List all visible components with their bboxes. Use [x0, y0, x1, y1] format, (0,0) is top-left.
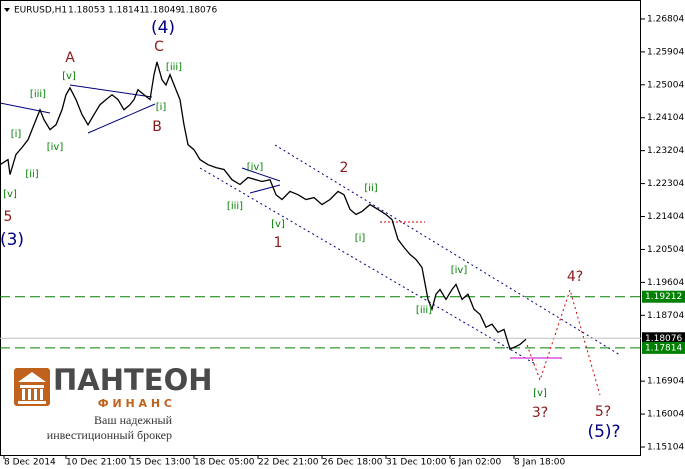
wave-label: [v]	[271, 219, 285, 230]
header-symbol: EURUSD,H1	[14, 6, 67, 16]
x-tick-label: 15 Dec 13:00	[130, 458, 191, 468]
x-tick-label: 18 Dec 05:00	[194, 458, 255, 468]
wave-label: B	[152, 119, 162, 135]
y-tick-label: 1.26804	[647, 14, 684, 24]
wave-label: 5?	[595, 404, 611, 420]
wave-label: [i]	[156, 102, 167, 113]
wave-label: 1	[274, 235, 283, 251]
header-value: 1.18076	[180, 6, 217, 16]
wave-label: [i]	[355, 233, 366, 244]
wave-label: [iii]	[166, 62, 182, 73]
wave-label: 4?	[567, 269, 583, 285]
channel-line	[274, 144, 621, 356]
triangle-line	[241, 167, 281, 182]
y-tick-label: 1.15104	[647, 443, 684, 453]
y-tick-label: 1.22304	[647, 179, 684, 189]
x-tick-label: 6 Jan 02:00	[450, 458, 502, 468]
logo-name: ПАНТЕОН	[53, 363, 213, 397]
last-price-box	[642, 332, 685, 345]
level-label: 1.17814	[645, 343, 682, 353]
x-tick-label: 31 Dec 10:00	[386, 458, 447, 468]
wave-label: 3?	[532, 405, 548, 421]
layout-lines	[0, 84, 621, 396]
plot-frame	[0, 0, 641, 456]
header-value: 1.18141	[108, 6, 145, 16]
channel-line	[199, 167, 538, 366]
y-tick-label: 1.23204	[647, 146, 684, 156]
y-tick-label: 1.19604	[647, 278, 684, 288]
y-tick-label: 1.18704	[647, 311, 684, 321]
wave-label: 2	[340, 160, 349, 176]
wave-label: (4)	[151, 18, 175, 38]
wave-label: [iv]	[247, 162, 264, 173]
wave-label: [iii]	[416, 305, 432, 316]
wave-label: [iii]	[30, 89, 46, 100]
header-icon	[4, 8, 10, 12]
wave-label: [i]	[11, 129, 22, 140]
wave-label: [iv]	[47, 142, 64, 153]
wave-label: (5)?	[587, 422, 620, 442]
wave-label: [v]	[3, 189, 17, 200]
wave-label: (3)	[0, 230, 24, 250]
wave-label: 5	[4, 209, 13, 225]
y-tick-label: 1.16904	[647, 377, 684, 387]
price-line	[0, 61, 527, 350]
y-tick-label: 1.25904	[647, 47, 684, 57]
wave-label: [v]	[62, 71, 76, 82]
projection	[526, 288, 601, 396]
header-value: 1.18049	[144, 6, 181, 16]
wave-label: [ii]	[364, 183, 377, 194]
wave-label: [ii]	[25, 169, 38, 180]
x-tick-label: 8 Jan 18:00	[514, 458, 566, 468]
logo-sub: Ф И Н А Н С	[98, 397, 172, 410]
y-tick-label: 1.21404	[647, 212, 684, 222]
level-box	[642, 290, 685, 303]
logo-icon	[18, 372, 46, 404]
x-tick-label: 26 Dec 18:00	[322, 458, 383, 468]
logo-tagline: инвестиционный брокер	[47, 428, 172, 442]
x-tick-label: 8 Dec 2014	[4, 458, 56, 468]
triangle-line	[69, 84, 153, 98]
y-tick-label: 1.24104	[647, 113, 684, 123]
x-tick-label: 22 Dec 21:00	[258, 458, 319, 468]
level-box	[642, 341, 685, 354]
wave-label: [iv]	[451, 265, 468, 276]
y-tick-label: 1.20504	[647, 245, 684, 255]
trend-line	[0, 102, 51, 114]
wave-label: [iii]	[227, 201, 243, 212]
triangle-line	[87, 103, 156, 134]
triangle-line	[249, 184, 281, 194]
logo: ПАНТЕОН Ф И Н А Н С Ваш надежный инвести…	[14, 363, 213, 442]
wave-label: [v]	[533, 388, 547, 399]
logo-tagline: Ваш надежный	[94, 413, 173, 427]
x-tick-label: 10 Dec 21:00	[66, 458, 127, 468]
last-price-label: 1.18076	[645, 334, 682, 344]
header-value: 1.18053	[68, 6, 105, 16]
level-label: 1.19212	[645, 292, 682, 302]
wave-label: C	[154, 39, 164, 55]
wave-label: A	[65, 50, 75, 66]
y-tick-label: 1.16004	[647, 410, 684, 420]
y-tick-label: 1.25004	[647, 80, 684, 90]
